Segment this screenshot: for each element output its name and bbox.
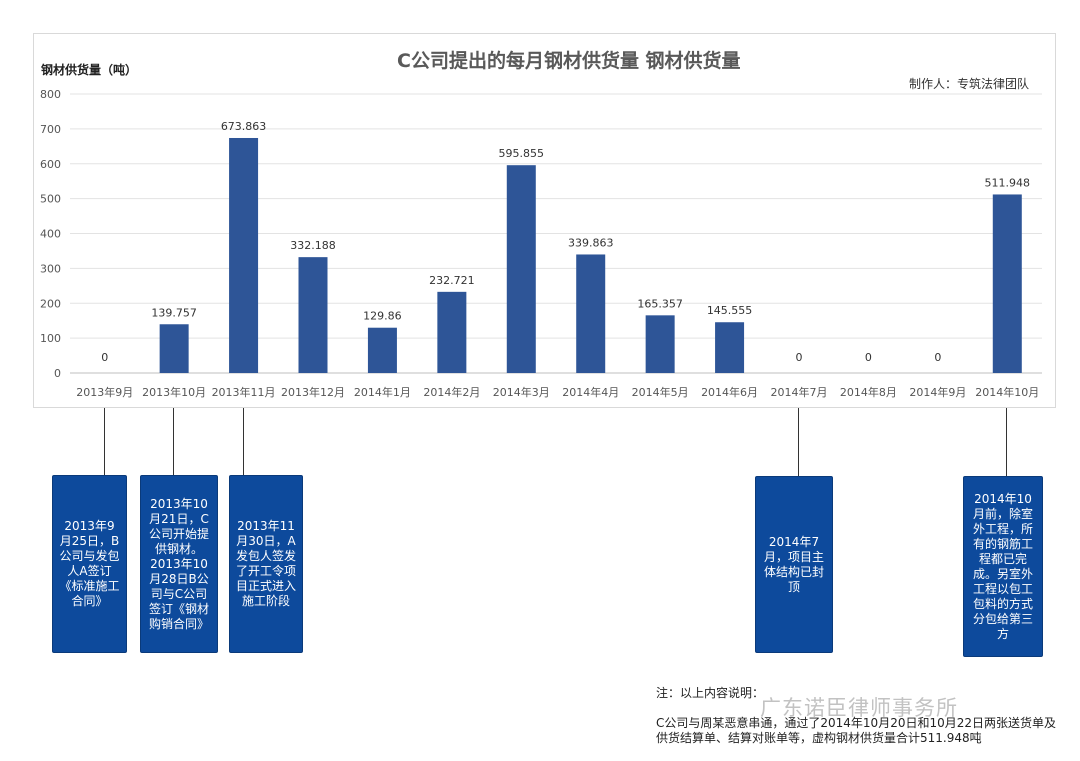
data-label: 145.555 xyxy=(707,304,753,317)
bar xyxy=(992,194,1022,373)
x-tick-label: 2013年9月 xyxy=(76,385,133,399)
data-label: 332.188 xyxy=(290,239,336,252)
x-tick-label: 2014年4月 xyxy=(562,385,619,399)
bar xyxy=(159,324,189,373)
x-axis-categories: 2013年9月 2013年10月 2013年11月 2013年12月 2014年1月 20… xyxy=(76,385,1039,399)
x-tick-label: 2014年10月 xyxy=(975,385,1039,399)
x-tick-label: 2014年3月 xyxy=(493,385,550,399)
y-tick-label: 500 xyxy=(40,193,61,206)
annotation-connector xyxy=(798,408,799,476)
data-label: 339.863 xyxy=(568,236,614,249)
x-tick-label: 2013年10月 xyxy=(142,385,206,399)
y-tick-label: 700 xyxy=(40,123,61,136)
annotation-box: 2013年11月30日，A发包人签发了开工令项目正式进入施工阶段 xyxy=(229,475,303,653)
annotation-connector xyxy=(243,408,244,475)
annotation-connector xyxy=(173,408,174,475)
y-tick-label: 0 xyxy=(54,367,61,380)
chart-title: C公司提出的每月钢材供货量 钢材供货量 xyxy=(397,49,741,72)
data-labels: 0 139.757 673.863 332.188 129.86 232.721 595.8… xyxy=(101,120,1030,364)
y-tick-label: 800 xyxy=(40,88,61,101)
data-label: 511.948 xyxy=(985,176,1030,189)
x-tick-label: 2014年5月 xyxy=(632,385,689,399)
chart-frame: C公司提出的每月钢材供货量 钢材供货量 钢材供货量（吨） 制作人：专筑法律团队 … xyxy=(33,33,1056,408)
annotation-box: 2013年9月25日，B公司与发包人A签订《标准施工合同》 xyxy=(52,475,127,653)
data-label: 0 xyxy=(796,351,803,364)
author-credit: 制作人：专筑法律团队 xyxy=(909,76,1029,91)
note-heading: 注：以上内容说明： xyxy=(656,686,765,700)
x-tick-label: 2014年8月 xyxy=(840,385,897,399)
data-label: 165.357 xyxy=(637,297,683,310)
note-body: C公司与周某恶意串通，通过了2014年10月20日和10月22日两张送货单及供货… xyxy=(656,716,1056,745)
bar xyxy=(715,322,745,373)
watermark: 广东诺臣律师事务所 xyxy=(760,696,958,720)
data-label: 673.863 xyxy=(221,120,266,133)
x-tick-label: 2013年12月 xyxy=(281,385,345,399)
y-axis-ticks: 0 100 200 300 400 500 600 700 800 xyxy=(40,88,61,380)
y-tick-label: 300 xyxy=(40,262,61,275)
bars xyxy=(159,137,1022,373)
annotation-connector xyxy=(104,408,105,475)
y-tick-label: 200 xyxy=(40,297,61,310)
grid-lines xyxy=(70,93,1042,374)
y-axis-label: 钢材供货量（吨） xyxy=(41,62,137,77)
annotation-connector xyxy=(1006,408,1007,476)
data-label: 139.757 xyxy=(151,306,197,319)
data-label: 0 xyxy=(934,351,941,364)
x-tick-label: 2013年11月 xyxy=(212,385,276,399)
x-tick-label: 2014年1月 xyxy=(354,385,411,399)
x-tick-label: 2014年7月 xyxy=(771,385,828,399)
data-label: 232.721 xyxy=(429,274,475,287)
y-tick-label: 100 xyxy=(40,332,61,345)
data-label: 129.86 xyxy=(363,310,402,323)
annotation-box: 2014年10月前，除室外工程，所有的钢筋工程都已完成。另室外工程以包工包料的方… xyxy=(963,476,1043,657)
bar xyxy=(576,254,606,373)
bar xyxy=(298,257,328,373)
y-tick-label: 400 xyxy=(40,228,61,241)
x-tick-label: 2014年2月 xyxy=(423,385,480,399)
data-label: 0 xyxy=(101,351,108,364)
annotation-box: 2013年10月21日，C公司开始提供钢材。2013年10月28日B公司与C公司… xyxy=(140,475,218,653)
data-label: 595.855 xyxy=(499,147,545,160)
annotation-box: 2014年7月，项目主体结构已封顶 xyxy=(755,476,833,653)
bar xyxy=(506,165,536,373)
bar xyxy=(437,291,467,373)
x-tick-label: 2014年6月 xyxy=(701,385,758,399)
y-tick-label: 600 xyxy=(40,158,61,171)
bar xyxy=(645,315,675,373)
data-label: 0 xyxy=(865,351,872,364)
bar xyxy=(229,137,259,373)
x-tick-label: 2014年9月 xyxy=(909,385,966,399)
bar-chart: C公司提出的每月钢材供货量 钢材供货量 钢材供货量（吨） 制作人：专筑法律团队 … xyxy=(40,49,1042,399)
bar xyxy=(367,327,397,373)
